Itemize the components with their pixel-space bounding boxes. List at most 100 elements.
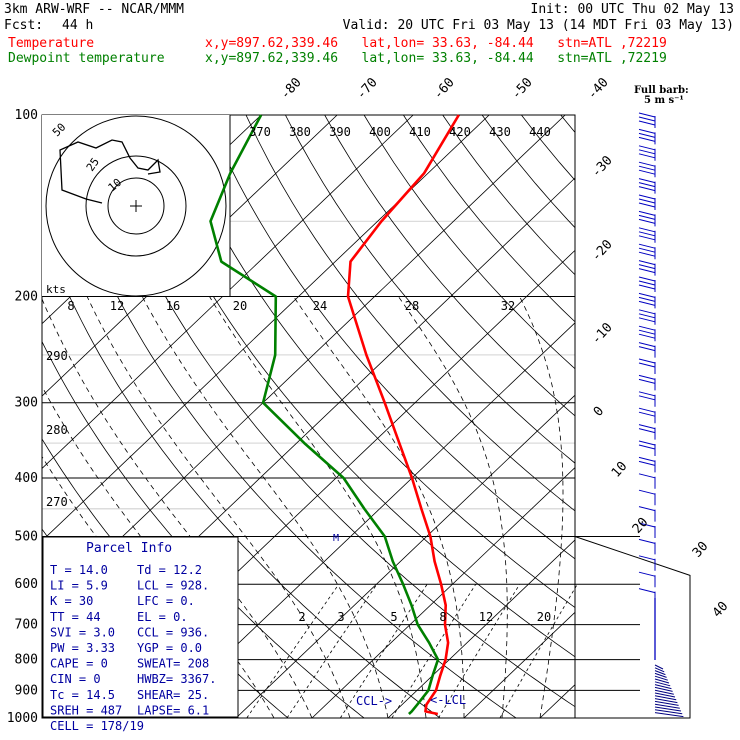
sounding-traces: CCL-> <-LCL M <box>209 114 466 716</box>
mixing-ratio-label: 20 <box>537 610 551 624</box>
wind-barb-low <box>654 667 665 673</box>
wind-barb-flag <box>638 309 656 315</box>
dry-adiabat-line <box>88 115 575 708</box>
isotherm-label: -20 <box>589 237 616 264</box>
theta-label: 370 <box>249 125 271 139</box>
wind-barb-flag <box>638 395 656 401</box>
isotherm-label: -10 <box>589 320 616 347</box>
moist-adiabat-line <box>86 296 351 718</box>
theta-label: 430 <box>489 125 511 139</box>
isotherm-label: -50 <box>509 75 536 102</box>
wind-barb-low <box>654 695 677 701</box>
isotherm-line <box>616 115 740 718</box>
parcel-info-left: TT = 44 <box>50 610 101 624</box>
lower-panel-border <box>42 535 691 719</box>
wind-barb-low <box>654 703 680 709</box>
pressure-tick-label: 1000 <box>7 711 38 726</box>
moist-adiabat-line <box>616 297 721 719</box>
isotherm-line <box>539 684 575 718</box>
parcel-info-right: LFC = 0. <box>137 594 195 608</box>
model-title: 3km ARW-WRF -- NCAR/MMM <box>4 2 185 17</box>
isotherm-label: 30 <box>690 539 712 561</box>
parcel-info-left: PW = 3.33 <box>50 641 115 655</box>
wind-barb-flag <box>638 178 656 184</box>
parcel-info-left: K = 30 <box>50 594 93 608</box>
moist-adiabat-line <box>519 296 564 718</box>
parcel-info-left: LI = 5.9 <box>50 579 108 593</box>
legend-dewpoint-location: x,y=897.62,339.46 lat,lon= 33.63, -84.44… <box>205 51 667 66</box>
isotherm-label: 10 <box>609 459 631 481</box>
wind-barb-flag <box>638 284 656 290</box>
lcl-marker: <-LCL <box>430 693 466 707</box>
wind-barb-low <box>654 712 684 718</box>
moist-adiabat-line <box>398 296 508 718</box>
wind-barb-low <box>654 664 664 670</box>
speed-axis-label: 28 <box>405 299 419 313</box>
hodograph-units: kts <box>46 283 66 296</box>
parcel-info-left: SREH = 487 <box>50 703 122 717</box>
mixing-ratio-label: 2 <box>298 610 305 624</box>
wind-barb-flag <box>638 264 656 270</box>
moist-adiabat-line <box>209 296 427 718</box>
theta-side-label: 290 <box>46 349 68 363</box>
wind-barb-flag <box>638 218 656 224</box>
wind-barb-low <box>654 706 682 712</box>
pressure-tick-label: 200 <box>15 290 38 305</box>
wind-barb-flag <box>638 440 656 446</box>
isotherm-label: -60 <box>431 75 458 102</box>
fcst-label: Fcst: <box>4 18 44 33</box>
wind-barb-flag <box>638 333 656 339</box>
parcel-info-left: CAPE = 0 <box>50 657 108 671</box>
theta-side-label: 280 <box>46 423 68 437</box>
mixing-ratio-label: 3 <box>337 610 344 624</box>
wind-barb-low <box>654 700 679 706</box>
wind-barb-flag <box>638 522 656 528</box>
parcel-info-right: EL = 0. <box>137 610 188 624</box>
parcel-info-right: SHEAR= 25. <box>137 688 209 702</box>
speed-axis-label: 16 <box>166 299 180 313</box>
wind-barb-flag <box>638 342 656 348</box>
isotherm-line <box>42 115 566 614</box>
wind-barb-flag <box>638 247 656 253</box>
speed-axis-label: 20 <box>233 299 247 313</box>
fcst-hours: 44 h <box>62 18 94 33</box>
legend-dewpoint: Dewpoint temperature <box>8 51 165 66</box>
wind-barb-flag <box>638 194 656 200</box>
wind-barb-flag <box>638 358 656 364</box>
isotherm-label: 0 <box>591 404 607 420</box>
wind-barb-flag <box>638 346 656 352</box>
theta-label: 390 <box>329 125 351 139</box>
wind-barb-flag <box>638 243 656 249</box>
wind-barb-flag <box>638 149 656 155</box>
wind-barb-low <box>654 675 668 681</box>
temperature-trace <box>346 114 460 716</box>
wind-barb-low <box>654 698 678 704</box>
barb-key-line1: Full barb: <box>634 85 689 96</box>
isotherm-line <box>692 115 740 718</box>
pressure-tick-label: 800 <box>15 653 38 668</box>
parcel-info-frame <box>42 536 239 718</box>
init-time: Init: 00 UTC Thu 02 May 13 <box>530 2 735 17</box>
wind-barb-flag <box>638 260 656 266</box>
wind-barb-flag <box>638 120 656 126</box>
wind-barb-flag <box>638 456 656 462</box>
pressure-tick-label: 600 <box>15 577 38 592</box>
valid-time: Valid: 20 UTC Fri 03 May 13 (14 MDT Fri … <box>342 18 734 33</box>
hodograph-ring <box>45 115 227 297</box>
mixing-ratio-line <box>246 583 340 718</box>
wind-barb-low <box>654 672 667 678</box>
wind-barb-flag <box>638 362 656 368</box>
pressure-tick-label: 400 <box>15 471 38 486</box>
theta-label: 420 <box>449 125 471 139</box>
wind-barb-flag <box>638 473 656 479</box>
isotherm-line <box>387 539 575 718</box>
mixing-ratio-line <box>339 583 428 718</box>
wind-barb-flag <box>638 136 656 142</box>
wind-barb-flag <box>638 231 656 237</box>
hodograph-ring-label: 25 <box>84 155 102 173</box>
isotherm-line <box>42 115 338 397</box>
isotherm-line <box>235 394 575 718</box>
dry-adiabat-line <box>42 228 441 718</box>
parcel-info-right: SWEAT= 208 <box>137 657 209 671</box>
